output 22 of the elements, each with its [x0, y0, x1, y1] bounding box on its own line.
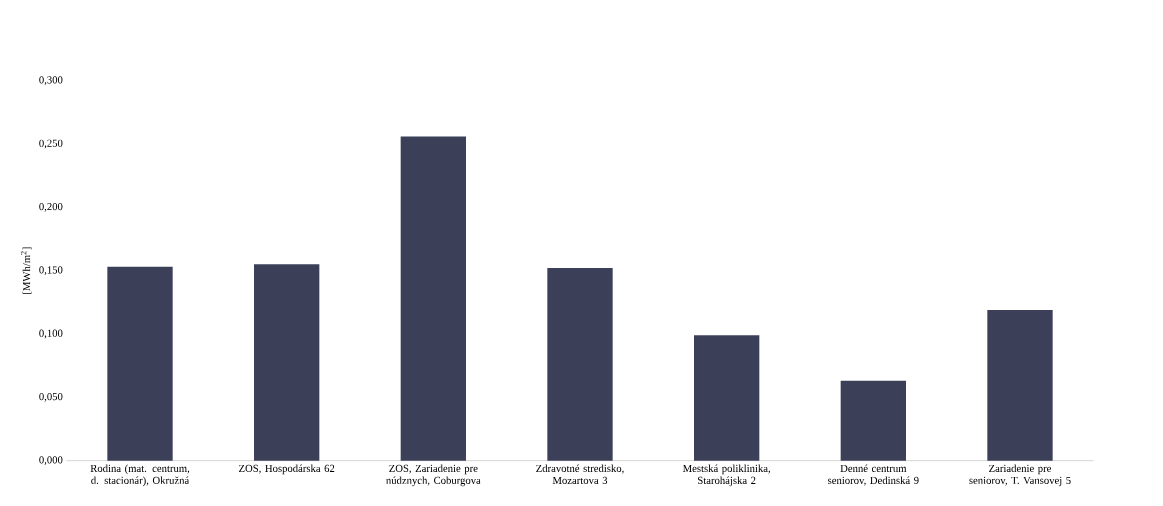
x-tick-label: Denné centrum seniorov, Dedinská 9 [828, 464, 919, 486]
bar [694, 335, 760, 461]
bar [840, 380, 906, 461]
x-tick-label: Zdravotné stredisko, Mozartova 3 [536, 464, 624, 484]
x-tick-label: ZOS, Hospodárska 62 [239, 464, 335, 475]
y-tick-label: 0,250 [39, 139, 63, 149]
bar [254, 264, 320, 461]
x-tick-label: Rodina (mat. centrum, d. stacionár), Okružná [90, 464, 190, 487]
y-tick-label: 0,100 [39, 329, 63, 339]
y-tick-label: 0,000 [39, 456, 63, 466]
x-tick-label: ZOS, Zariadenie pre núdznych, Coburgova [386, 464, 481, 487]
y-axis-title: [MWh/m$^{2}$] [20, 247, 32, 294]
x-tick-label: Mestská poliklinika, Starohájska 2 [682, 464, 770, 487]
bar [107, 266, 173, 461]
x-tick-label: Zariadenie pre seniorov, T. Vansovej 5 [969, 464, 1071, 487]
bar [400, 136, 467, 461]
y-tick-label: 0,050 [39, 392, 63, 402]
y-tick-label: 0,200 [39, 202, 63, 212]
y-tick-label: 0,150 [39, 266, 63, 276]
y-tick-label: 0,300 [39, 76, 63, 86]
bar [987, 309, 1053, 461]
bar [547, 268, 613, 461]
